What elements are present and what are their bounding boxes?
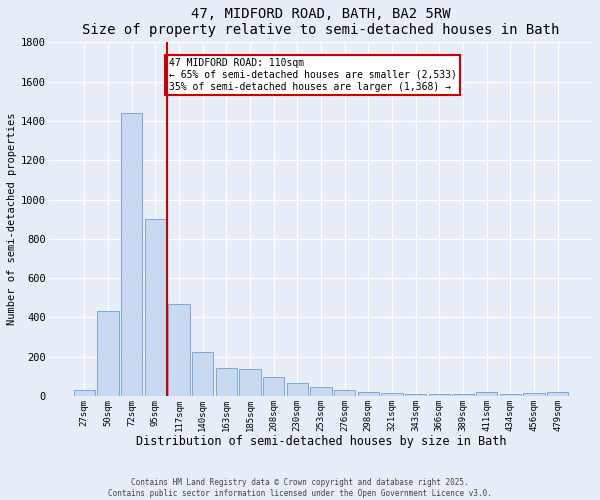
Bar bbox=[192, 352, 213, 396]
Bar bbox=[263, 377, 284, 396]
Text: Contains HM Land Registry data © Crown copyright and database right 2025.
Contai: Contains HM Land Registry data © Crown c… bbox=[108, 478, 492, 498]
Bar bbox=[239, 370, 260, 396]
X-axis label: Distribution of semi-detached houses by size in Bath: Distribution of semi-detached houses by … bbox=[136, 435, 506, 448]
Bar bbox=[287, 384, 308, 396]
Bar bbox=[500, 394, 521, 396]
Bar bbox=[334, 390, 355, 396]
Bar bbox=[476, 392, 497, 396]
Title: 47, MIDFORD ROAD, BATH, BA2 5RW
Size of property relative to semi-detached house: 47, MIDFORD ROAD, BATH, BA2 5RW Size of … bbox=[82, 7, 560, 37]
Bar bbox=[452, 394, 473, 396]
Bar bbox=[358, 392, 379, 396]
Bar bbox=[547, 392, 568, 396]
Bar bbox=[74, 390, 95, 396]
Bar bbox=[310, 387, 332, 396]
Bar bbox=[97, 312, 119, 396]
Bar bbox=[121, 113, 142, 396]
Bar bbox=[145, 219, 166, 396]
Bar bbox=[523, 393, 545, 396]
Bar bbox=[169, 304, 190, 396]
Bar bbox=[382, 393, 403, 396]
Bar bbox=[405, 394, 427, 396]
Y-axis label: Number of semi-detached properties: Number of semi-detached properties bbox=[7, 113, 17, 326]
Bar bbox=[428, 394, 450, 396]
Text: 47 MIDFORD ROAD: 110sqm
← 65% of semi-detached houses are smaller (2,533)
35% of: 47 MIDFORD ROAD: 110sqm ← 65% of semi-de… bbox=[169, 58, 457, 92]
Bar bbox=[215, 368, 237, 396]
